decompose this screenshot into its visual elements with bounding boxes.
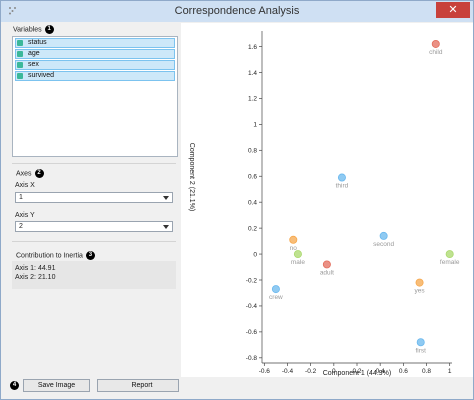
control-panel: Variables 1 status age sex survived Axes 2… [4, 23, 179, 377]
x-tick-label: 1 [448, 368, 452, 375]
discrete-variable-icon [17, 73, 23, 79]
inertia-info: Axis 1: 44.91 Axis 2: 21.10 [12, 261, 176, 289]
axis-x-select[interactable]: 1 [15, 192, 173, 203]
list-item-age[interactable]: age [15, 49, 175, 59]
y-axis-label: Component 2 (21.1%) [188, 143, 195, 211]
app-icon [9, 7, 16, 15]
point-second [379, 231, 388, 240]
y-tick-label: 0.8 [248, 148, 257, 155]
variables-list[interactable]: status age sex survived [12, 36, 178, 157]
axes-section-label: Axes 2 [16, 169, 44, 178]
y-tick-label: 0.4 [248, 199, 257, 206]
point-no [289, 235, 298, 244]
list-item-label: status [28, 39, 47, 46]
point-label-yes: yes [414, 288, 425, 295]
y-tick-label: -0.8 [246, 355, 258, 362]
y-tick-label: -0.4 [246, 303, 258, 310]
chevron-down-icon [163, 196, 169, 200]
plot-area[interactable]: -0.6 -0.4 -0.2 0 0.2 0.4 0.6 0.8 1 -0.8 -0.6 -0.4 -0… [181, 23, 473, 377]
point-label-child: child [429, 49, 443, 56]
discrete-variable-icon [17, 40, 23, 46]
axes-label: Axes [16, 170, 32, 178]
point-female [445, 250, 454, 259]
list-item-label: sex [28, 61, 39, 68]
scatter-plot[interactable]: -0.6 -0.4 -0.2 0 0.2 0.4 0.6 0.8 1-0.8-0.6-0.4-0… [181, 23, 473, 377]
divider [12, 241, 176, 242]
axis-x-value: 1 [19, 194, 23, 201]
point-yes [415, 278, 424, 287]
point-label-adult: adult [320, 269, 334, 276]
step-3-badge: 3 [85, 251, 95, 260]
inertia-axis-2: Axis 2: 21.10 [15, 274, 56, 281]
point-first [416, 338, 425, 347]
list-item-survived[interactable]: survived [15, 71, 175, 81]
y-tick-label: 1.4 [248, 70, 257, 77]
point-adult [322, 260, 331, 269]
x-tick-label: 0 [332, 368, 336, 375]
y-tick-label: 0.2 [248, 225, 257, 232]
x-axis-label: Component 1 (44.9%) [323, 370, 391, 377]
y-tick-label: -0.6 [246, 329, 258, 336]
axis-x-label: Axis X [15, 182, 35, 189]
inertia-section-label: Contribution to Inertia 3 [16, 251, 95, 260]
point-child [431, 39, 440, 48]
x-tick-label: -0.6 [259, 368, 271, 375]
axis-y-label: Axis Y [15, 212, 35, 219]
point-label-crew: crew [269, 294, 283, 301]
point-crew [271, 285, 280, 294]
x-tick-label: 0.4 [376, 368, 385, 375]
inertia-axis-1: Axis 1: 44.91 [15, 265, 56, 272]
x-tick-label: -0.4 [282, 368, 294, 375]
y-tick-label: 1 [253, 122, 257, 129]
point-label-third: third [336, 183, 349, 190]
point-label-second: second [373, 241, 394, 248]
point-label-male: male [291, 259, 305, 266]
variables-section-label: Variables 1 [13, 25, 54, 34]
chevron-down-icon [163, 225, 169, 229]
button-bar: 4 Save Image 5 Report [1, 377, 473, 399]
y-tick-label: 0 [253, 251, 257, 258]
y-tick-label: 1.2 [248, 96, 257, 103]
point-label-no: no [290, 245, 298, 252]
divider [12, 163, 176, 164]
x-tick-label: -0.2 [305, 368, 317, 375]
x-tick-label: 0.6 [399, 368, 408, 375]
window-title: Correspondence Analysis [174, 5, 300, 17]
list-item-label: age [28, 50, 40, 57]
step-4-badge: 4 [10, 381, 19, 390]
point-male [293, 250, 302, 259]
inertia-label: Contribution to Inertia [16, 252, 83, 260]
x-tick-label: 0.8 [422, 368, 431, 375]
discrete-variable-icon [17, 62, 23, 68]
close-button[interactable]: ✕ [436, 2, 470, 18]
step-2-badge: 2 [34, 169, 44, 178]
list-item-status[interactable]: status [15, 38, 175, 48]
title-bar: Correspondence Analysis ✕ [1, 1, 473, 22]
step-1-badge: 1 [44, 25, 54, 34]
y-tick-label: -0.2 [246, 277, 258, 284]
list-item-label: survived [28, 72, 55, 79]
discrete-variable-icon [17, 51, 23, 57]
report-button[interactable]: Report [97, 379, 179, 392]
variables-label: Variables [13, 26, 42, 34]
axis-y-value: 2 [19, 223, 23, 230]
y-tick-label: 0.6 [248, 174, 257, 181]
list-item-sex[interactable]: sex [15, 60, 175, 70]
point-label-female: female [440, 259, 460, 266]
save-image-button[interactable]: Save Image [23, 379, 90, 392]
x-tick-label: 0.2 [352, 368, 361, 375]
point-label-first: first [415, 347, 426, 354]
point-third [337, 173, 346, 182]
axis-y-select[interactable]: 2 [15, 221, 173, 232]
y-tick-label: 1.6 [248, 44, 257, 51]
